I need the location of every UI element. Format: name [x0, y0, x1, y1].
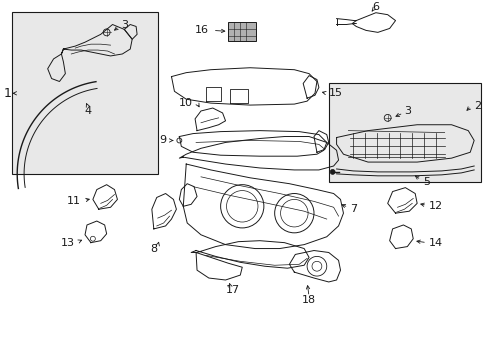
Circle shape [329, 170, 334, 174]
Text: 14: 14 [428, 238, 442, 248]
Text: 7: 7 [349, 204, 357, 214]
Text: 3: 3 [121, 19, 127, 30]
Text: 12: 12 [428, 201, 442, 211]
Text: 8: 8 [150, 244, 157, 253]
Text: 2: 2 [473, 101, 480, 111]
Text: 9: 9 [159, 135, 166, 145]
Text: 3: 3 [403, 106, 410, 116]
Text: 6: 6 [372, 2, 379, 12]
Text: 15: 15 [328, 88, 342, 98]
Text: 5: 5 [423, 177, 429, 187]
Text: 18: 18 [302, 294, 315, 305]
Text: 17: 17 [225, 285, 239, 295]
Text: 11: 11 [67, 197, 81, 206]
Bar [328, 84, 480, 182]
Bar [12, 12, 158, 174]
Text: 16: 16 [194, 26, 208, 35]
Bar [228, 22, 256, 41]
Text: 13: 13 [61, 238, 75, 248]
Text: 1: 1 [3, 87, 11, 100]
Text: 4: 4 [84, 106, 91, 116]
Text: 10: 10 [179, 98, 193, 108]
